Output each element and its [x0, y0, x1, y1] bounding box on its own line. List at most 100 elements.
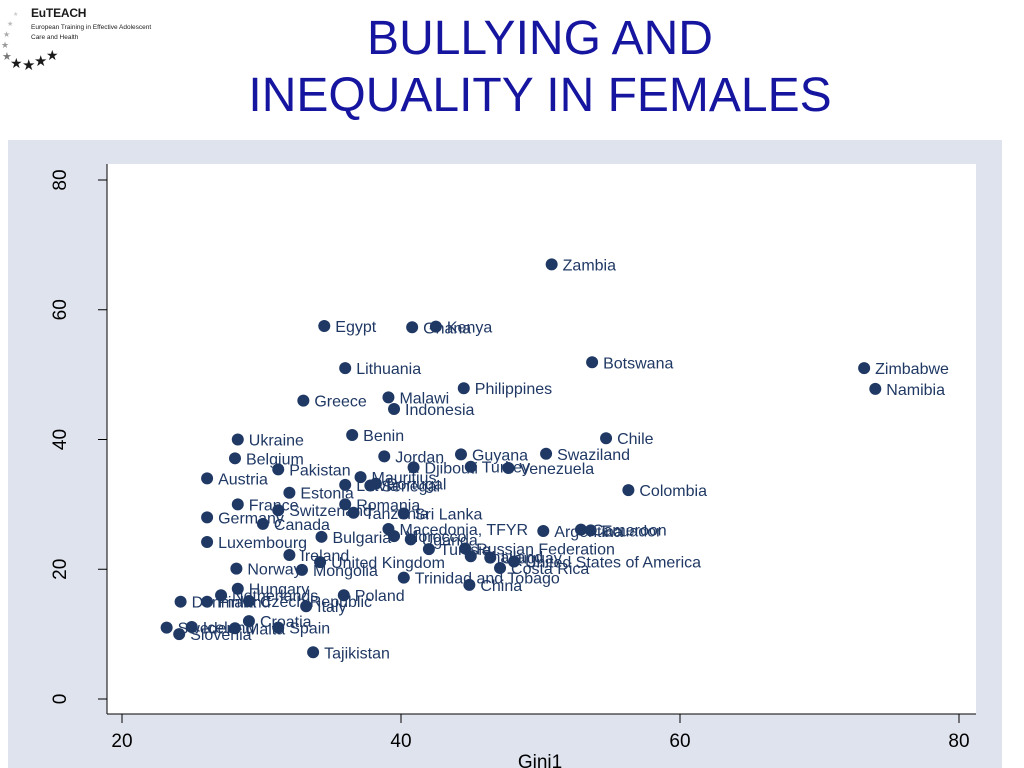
data-label: Argentina	[554, 524, 623, 541]
data-label: Senegal	[381, 479, 440, 496]
data-point	[347, 506, 360, 519]
scatter-chart: 0 20 40 60 80 20 40 60 80 Gini1 Zambia Egypt Ghan…	[8, 140, 1002, 768]
data-point	[378, 450, 391, 463]
data-point	[201, 536, 214, 549]
svg-text:★: ★	[22, 56, 35, 72]
data-point	[160, 621, 173, 634]
data-point	[457, 382, 470, 395]
logo: ★ ★ ★ ★ ★ ★ ★ ★ ★ EuTEACH European Train…	[0, 0, 180, 75]
data-point	[600, 432, 613, 445]
data-label: Djibouti	[425, 460, 478, 477]
data-label: Russian Federation	[476, 541, 615, 558]
y-tick-label: 0	[50, 694, 71, 705]
data-label: Benin	[363, 428, 404, 445]
data-label: Finland	[218, 595, 270, 612]
data-label: Sweden	[178, 621, 236, 638]
data-label: Germany	[218, 510, 284, 527]
data-label: Pakistan	[289, 462, 350, 479]
data-label: Philippines	[475, 381, 552, 398]
data-label: Czech Republic	[260, 594, 372, 611]
star-icon: ★ ★ ★ ★ ★ ★ ★ ★ ★	[1, 11, 59, 72]
data-point	[388, 530, 401, 543]
y-tick-label: 20	[50, 559, 71, 580]
data-label: Ukraine	[249, 433, 304, 450]
data-point	[337, 589, 350, 602]
data-point	[545, 258, 558, 271]
data-point	[272, 504, 285, 517]
data-label: United Kingdom	[331, 555, 445, 572]
data-label: Romania	[356, 497, 420, 514]
data-label: Colombia	[639, 483, 707, 500]
x-tick-label: 80	[948, 731, 969, 752]
data-label: Macedonia, TFYR	[399, 522, 528, 539]
data-point	[463, 578, 476, 591]
data-label: Netherlands	[232, 588, 318, 605]
data-label: Tunisia	[440, 542, 491, 559]
data-point	[297, 394, 310, 407]
data-label: Iceland	[203, 620, 255, 637]
data-point	[173, 628, 186, 641]
data-point	[454, 448, 467, 461]
data-point	[201, 595, 214, 608]
data-point	[242, 595, 255, 608]
data-points	[160, 258, 882, 659]
data-label: Guyana	[472, 447, 528, 464]
data-label: Turkey	[482, 460, 530, 477]
data-label: Ghana	[423, 320, 471, 337]
data-label: Croatia	[260, 614, 312, 631]
data-point	[429, 320, 442, 333]
svg-text:★: ★	[46, 48, 59, 64]
data-label: Uruguay	[501, 551, 561, 568]
svg-text:★: ★	[34, 52, 47, 70]
data-label: Namibia	[886, 382, 945, 399]
x-axis-label: Gini1	[518, 752, 562, 768]
data-point	[318, 319, 331, 332]
data-point	[540, 447, 553, 460]
data-label: United States of America	[525, 554, 701, 571]
data-label: Lithuania	[356, 361, 421, 378]
data-label: Estonia	[300, 486, 353, 503]
data-label: Hungary	[249, 582, 309, 599]
data-label: Switzerland	[289, 503, 372, 520]
data-label: Zimbabwe	[875, 361, 949, 378]
data-point	[346, 428, 359, 441]
data-point	[283, 486, 296, 499]
data-point	[307, 646, 320, 659]
x-axis: 20 40 60 80	[111, 714, 970, 752]
y-tick-label: 40	[50, 429, 71, 450]
data-label: Canada	[274, 517, 330, 534]
data-label: Venezuela	[519, 461, 594, 478]
data-label: Morocco	[405, 529, 466, 546]
data-point	[174, 595, 187, 608]
data-label: Trinidad and Tobago	[415, 571, 560, 588]
data-label: Kenya	[447, 320, 492, 337]
data-point	[397, 571, 410, 584]
svg-text:★: ★	[2, 50, 12, 63]
data-point	[406, 321, 419, 334]
data-label: Malta	[246, 621, 285, 638]
data-label: Portugal	[387, 477, 447, 494]
x-tick-label: 40	[390, 731, 411, 752]
data-point	[422, 543, 435, 556]
data-label: Latvia	[356, 478, 399, 495]
data-point	[388, 403, 401, 416]
data-label: Mongolia	[313, 563, 378, 580]
data-label: Malawi	[399, 390, 449, 407]
data-label: Luxembourg	[218, 535, 307, 552]
data-point	[507, 555, 520, 568]
data-label: Botswana	[603, 355, 673, 372]
data-point	[201, 472, 214, 485]
data-point	[228, 622, 241, 635]
data-point	[574, 523, 587, 536]
data-point	[339, 498, 352, 511]
data-label: Costa Rica	[511, 561, 589, 578]
logo-brand: EuTEACH	[31, 6, 87, 20]
data-label: Uganda	[422, 532, 478, 549]
data-point	[407, 461, 420, 474]
data-point	[502, 462, 515, 475]
data-point	[231, 498, 244, 511]
data-point	[494, 561, 507, 574]
data-point	[215, 589, 228, 602]
data-point	[300, 600, 313, 613]
logo-subtitle-line2: Care and Health	[31, 34, 79, 41]
